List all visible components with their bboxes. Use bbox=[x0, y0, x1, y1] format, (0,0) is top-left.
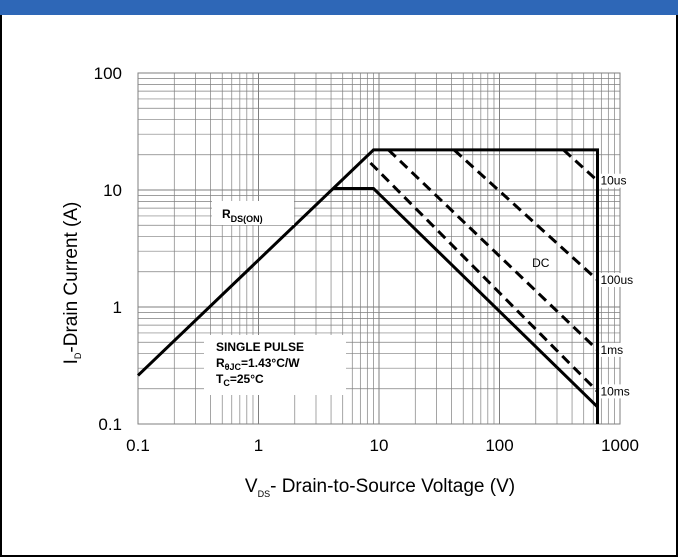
series-label-10ms: 10ms bbox=[600, 384, 629, 398]
y-tick-label: 100 bbox=[94, 64, 122, 83]
series-line-10ms bbox=[369, 161, 599, 393]
series-label-bg bbox=[599, 173, 631, 188]
series-label-10us: 10us bbox=[600, 174, 626, 188]
series-line-10us bbox=[562, 148, 599, 182]
y-tick-label: 1 bbox=[113, 298, 122, 317]
series-label-bg bbox=[599, 384, 631, 399]
series-line-1ms bbox=[387, 148, 599, 351]
series-line-dc bbox=[333, 187, 599, 408]
series-label-1ms: 1ms bbox=[600, 343, 623, 357]
series-line-100us bbox=[453, 148, 599, 282]
x-tick-label: 0.1 bbox=[126, 436, 150, 455]
tick-labels: 0.1 1 10 100 1000 0.1 1 10 100 bbox=[94, 64, 639, 455]
thermal-resistance-label: RθJC=1.43°C/W bbox=[216, 356, 300, 372]
plot-border bbox=[137, 72, 621, 425]
y-axis-label: ID-Drain Current (A) bbox=[61, 202, 83, 365]
soa-boundary-line bbox=[136, 148, 599, 424]
rds-on-label: RDS(ON) bbox=[222, 207, 263, 224]
x-axis-label: VDS- Drain-to-Source Voltage (V) bbox=[245, 476, 515, 499]
y-tick-label: 10 bbox=[103, 181, 122, 200]
x-tick-label: 1 bbox=[254, 436, 263, 455]
x-tick-label: 10 bbox=[370, 436, 389, 455]
series-label-bg bbox=[599, 342, 624, 357]
x-tick-label: 100 bbox=[485, 436, 513, 455]
x-tick-label: 1000 bbox=[601, 436, 639, 455]
rds-label-bg bbox=[212, 201, 294, 225]
single-pulse-label: SINGLE PULSE bbox=[216, 340, 304, 354]
conditions-box-bg bbox=[204, 335, 346, 395]
series-label-dc: DC bbox=[532, 256, 550, 270]
series-layer: DC 10us 100us 1ms 10ms bbox=[136, 148, 638, 424]
figure-frame bbox=[0, 15, 678, 557]
series-label-bg bbox=[599, 273, 638, 288]
case-temperature-label: TC=25°C bbox=[216, 372, 264, 388]
y-tick-label: 0.1 bbox=[98, 415, 122, 434]
header-bar bbox=[0, 0, 678, 15]
series-label-100us: 100us bbox=[600, 273, 633, 287]
